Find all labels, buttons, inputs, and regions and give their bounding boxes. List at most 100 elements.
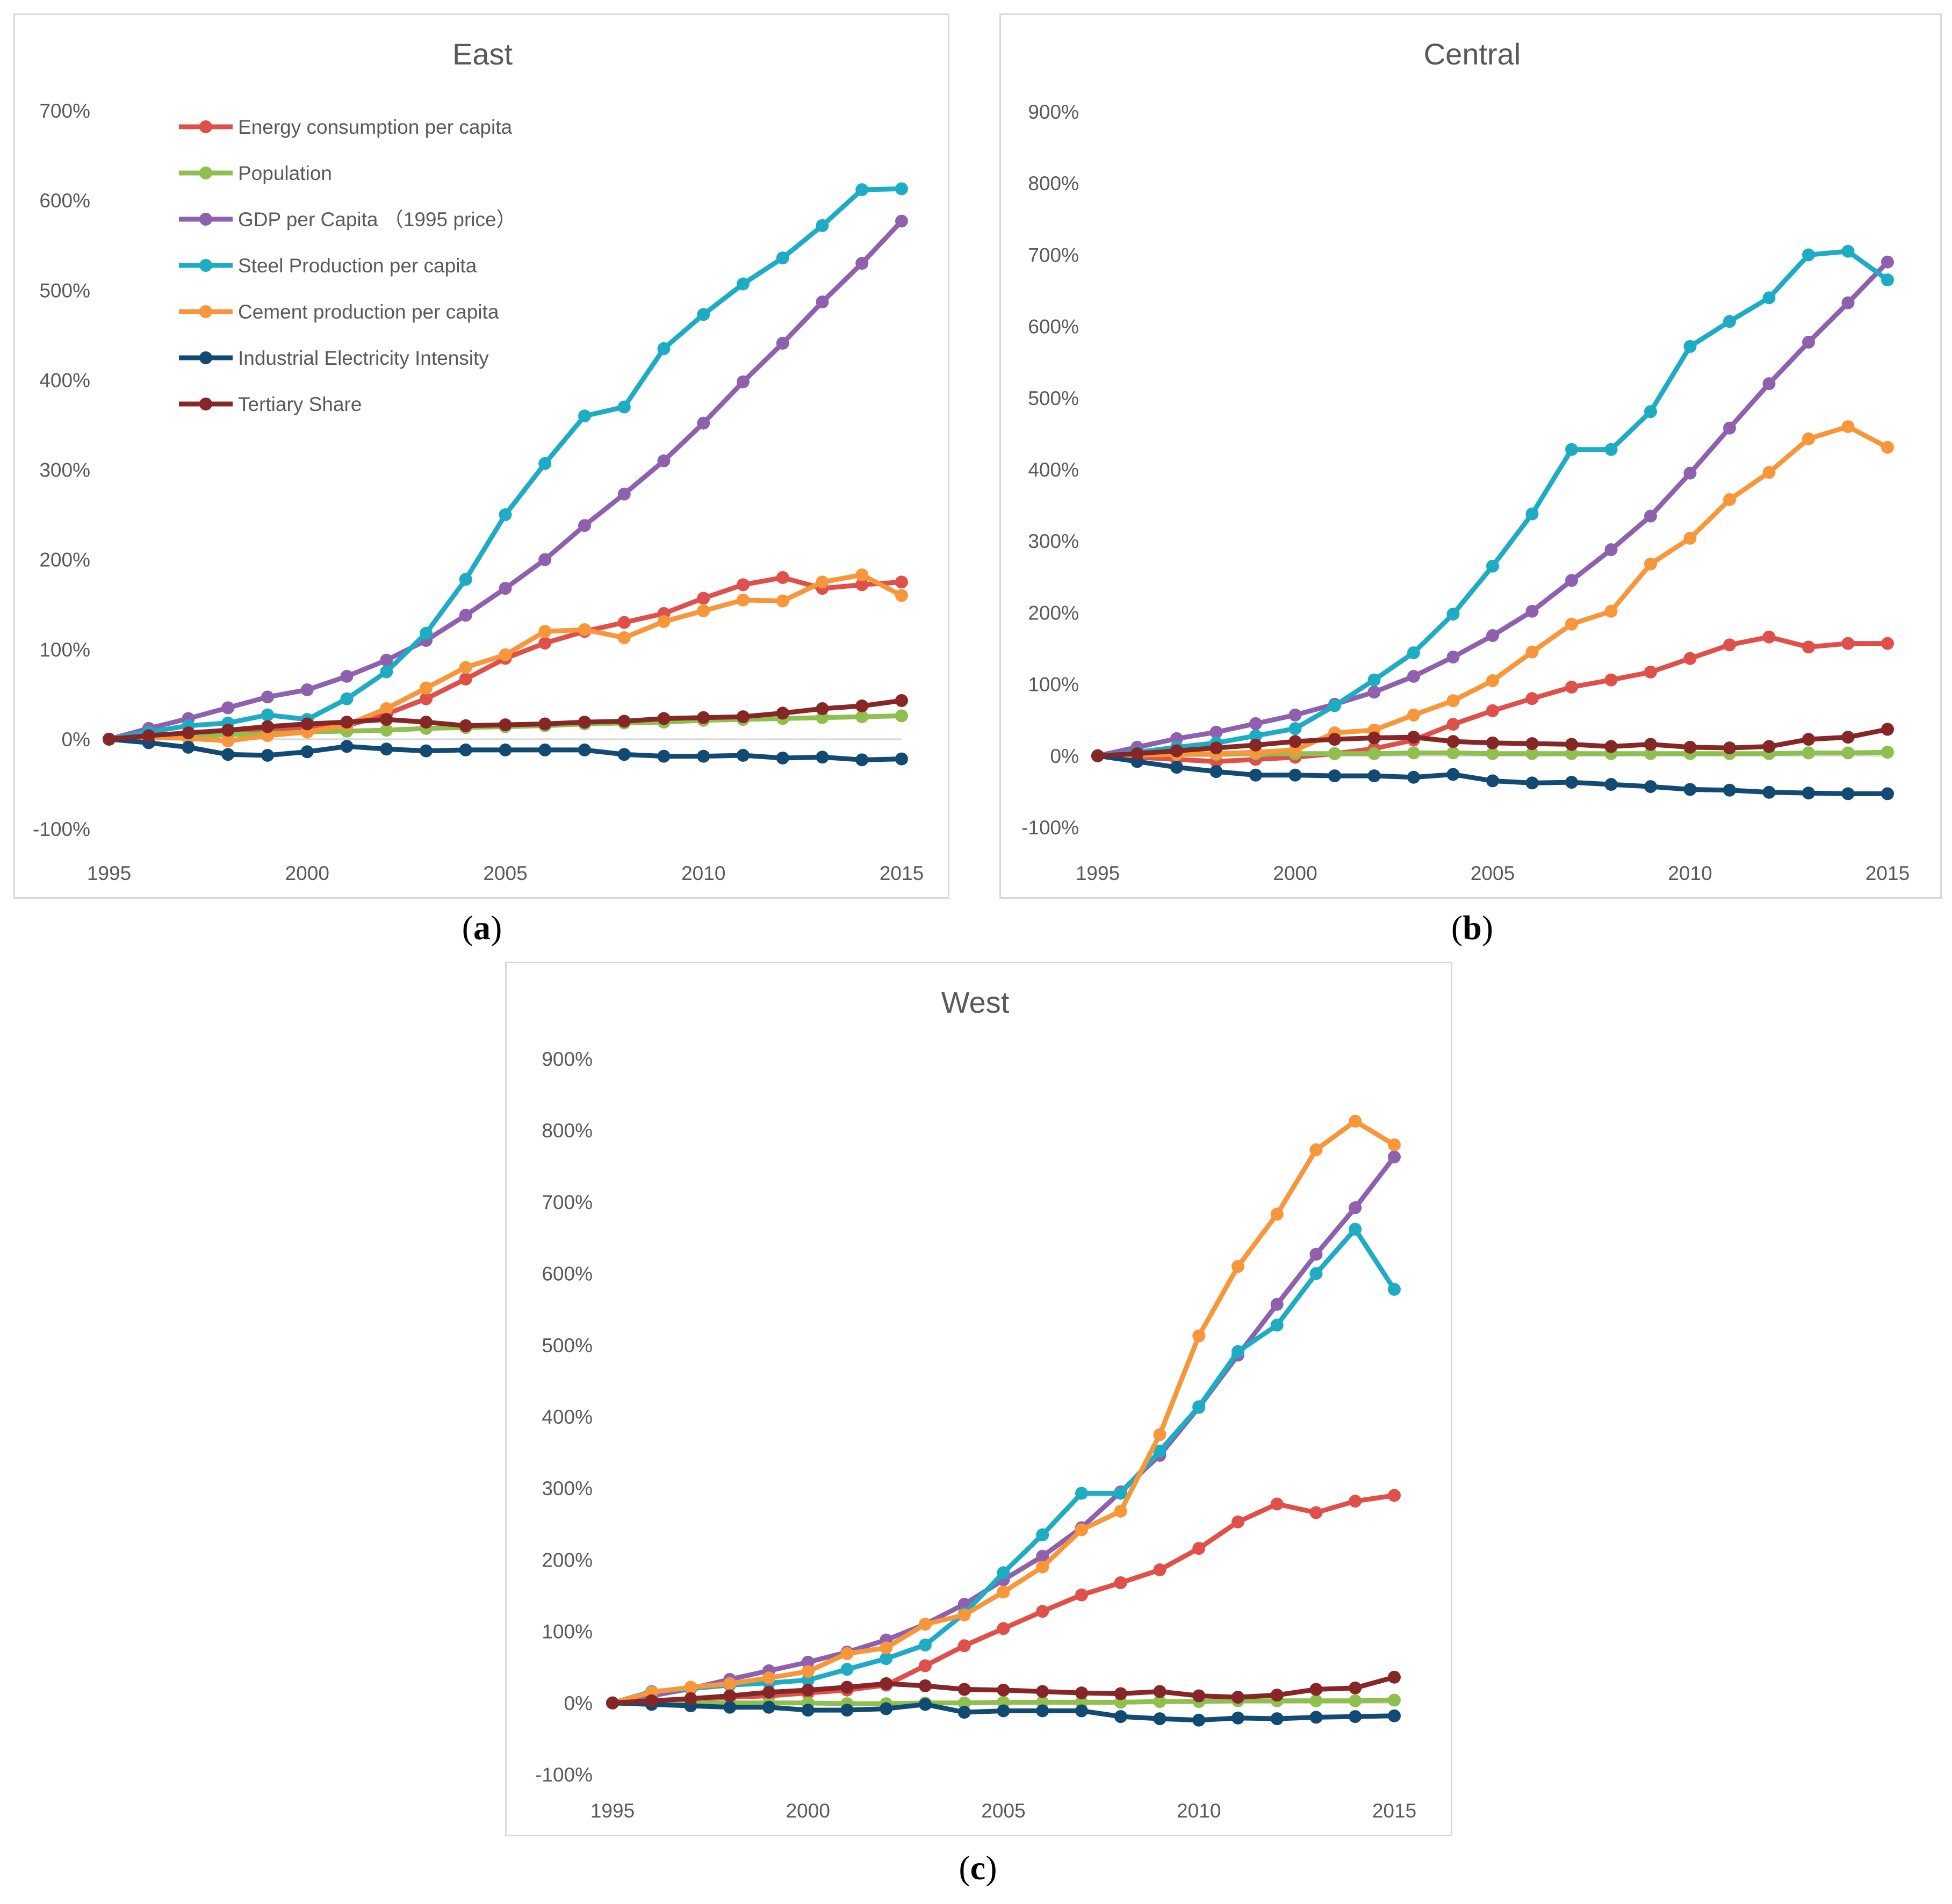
- data-point: [801, 1665, 815, 1678]
- data-point: [1841, 244, 1855, 258]
- data-point: [578, 716, 591, 729]
- data-point: [1288, 708, 1302, 722]
- data-point: [142, 729, 155, 742]
- data-point: [221, 734, 235, 748]
- y-tick-label: -100%: [33, 818, 90, 840]
- y-tick-label: 800%: [1028, 172, 1079, 194]
- data-point: [578, 409, 591, 423]
- data-point: [684, 1692, 697, 1705]
- data-point: [606, 1696, 619, 1710]
- data-point: [723, 1700, 737, 1714]
- data-point: [1723, 741, 1736, 755]
- chart-central: Central 900% 800% 700% 600% 500% 400% 300% 200% 1…: [1021, 37, 1910, 884]
- data-point: [1192, 1689, 1206, 1703]
- data-point: [1881, 787, 1894, 800]
- data-point: [1192, 1542, 1206, 1555]
- data-point: [855, 710, 869, 724]
- data-point: [1036, 1605, 1049, 1618]
- data-point: [380, 653, 393, 667]
- data-point: [1486, 629, 1499, 643]
- data-point: [762, 1700, 775, 1714]
- data-point: [801, 1683, 815, 1697]
- data-point: [895, 694, 908, 708]
- data-point: [776, 251, 789, 265]
- x-tick-label: 2015: [1865, 862, 1910, 884]
- x-tick-label: 2005: [981, 1800, 1025, 1822]
- data-point: [1723, 315, 1736, 328]
- data-point: [420, 716, 433, 729]
- data-point: [1644, 665, 1657, 679]
- y-tick-label: 500%: [542, 1335, 593, 1357]
- series-line: [610, 1493, 1397, 1706]
- data-point: [538, 625, 552, 638]
- data-point: [1565, 747, 1578, 760]
- data-point: [420, 681, 433, 695]
- data-point: [737, 277, 750, 291]
- legend-marker: [199, 259, 212, 272]
- data-point: [340, 716, 354, 729]
- data-point: [1762, 377, 1776, 391]
- data-point: [1192, 1713, 1206, 1727]
- x-tick-label: 1995: [1076, 862, 1120, 884]
- data-point: [1036, 1549, 1049, 1563]
- data-point: [1231, 1260, 1244, 1273]
- legend: Energy consumption per capita Population G…: [179, 116, 516, 415]
- data-point: [723, 1677, 737, 1690]
- data-point: [300, 683, 314, 696]
- data-point: [578, 519, 591, 532]
- data-point: [1486, 774, 1499, 788]
- data-point: [1407, 731, 1420, 744]
- data-point: [1881, 723, 1894, 736]
- data-point: [776, 594, 789, 608]
- data-point: [895, 709, 908, 723]
- x-tick-label: 2005: [1471, 862, 1515, 884]
- data-point: [816, 295, 829, 308]
- data-point: [1565, 574, 1578, 587]
- data-point: [801, 1655, 815, 1669]
- data-point: [855, 699, 869, 713]
- data-point: [919, 1698, 932, 1711]
- data-point: [1192, 1329, 1206, 1343]
- legend-marker: [199, 305, 212, 318]
- series-tertiary-share: [1091, 723, 1894, 762]
- caption-b: (b): [1451, 908, 1494, 947]
- data-point: [997, 1683, 1010, 1697]
- data-point: [1388, 1282, 1401, 1296]
- y-tick-label: 0%: [1050, 745, 1079, 767]
- data-point: [1153, 1444, 1166, 1458]
- data-point: [1604, 778, 1618, 791]
- data-point: [420, 626, 433, 640]
- data-point: [499, 718, 512, 732]
- data-point: [1270, 1297, 1284, 1311]
- data-point: [645, 1694, 658, 1707]
- data-point: [657, 615, 671, 628]
- data-point: [459, 661, 472, 674]
- data-point: [1604, 604, 1618, 618]
- data-point: [957, 1706, 971, 1719]
- y-tick-label: 700%: [542, 1191, 593, 1213]
- data-point: [1349, 1201, 1362, 1215]
- data-point: [1407, 669, 1420, 683]
- series-industrial-electricity-intensity: [103, 732, 908, 767]
- data-point: [1486, 674, 1499, 687]
- legend-label: Cement production per capita: [238, 301, 499, 323]
- y-tick-label: 100%: [1028, 674, 1079, 696]
- series-cement-production-per-capita: [606, 1114, 1401, 1710]
- data-point: [1407, 770, 1420, 784]
- y-tick-label: 100%: [542, 1621, 593, 1643]
- data-point: [1723, 638, 1736, 652]
- chart-west: West 900% 800% 700% 600% 500% 400% 300% 200% 100%…: [535, 985, 1416, 1822]
- data-point: [1881, 746, 1894, 759]
- data-point: [1525, 737, 1539, 751]
- data-point: [1388, 1693, 1401, 1707]
- data-point: [1114, 1710, 1127, 1723]
- x-tick-label: 2000: [1273, 862, 1317, 884]
- data-point: [1604, 543, 1618, 557]
- data-point: [1036, 1685, 1049, 1698]
- data-point: [1446, 746, 1460, 760]
- legend-item: Steel Production per capita: [179, 255, 477, 277]
- data-point: [499, 648, 512, 661]
- data-point: [1114, 1576, 1127, 1590]
- y-tick-label: 200%: [1028, 602, 1079, 624]
- data-point: [182, 726, 195, 740]
